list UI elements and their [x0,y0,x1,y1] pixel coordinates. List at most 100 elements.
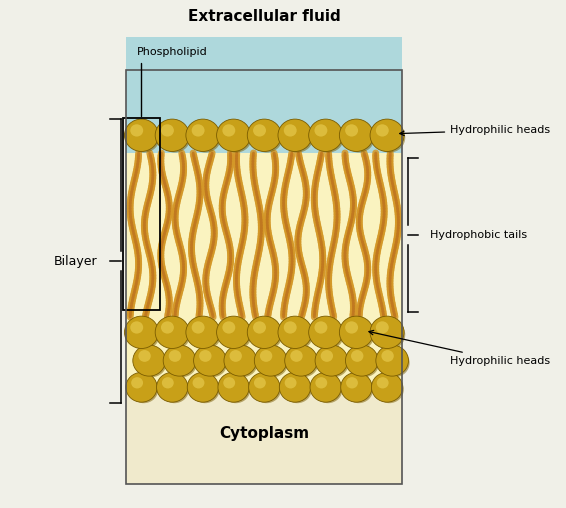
Circle shape [138,350,151,362]
Circle shape [253,322,266,334]
Circle shape [192,322,204,334]
Circle shape [374,123,405,152]
Text: Extracellular fluid: Extracellular fluid [188,9,341,24]
Circle shape [157,372,188,402]
Circle shape [163,345,196,376]
Circle shape [260,350,272,362]
Circle shape [191,376,220,403]
Circle shape [290,350,303,362]
Circle shape [345,345,378,376]
Circle shape [133,345,165,376]
Circle shape [252,376,281,403]
Circle shape [344,123,375,152]
Circle shape [222,322,235,334]
Circle shape [282,320,313,350]
Circle shape [340,119,374,151]
Circle shape [315,345,348,376]
Circle shape [346,377,358,389]
Circle shape [340,316,374,348]
Circle shape [289,348,319,377]
Circle shape [285,377,297,389]
Circle shape [128,123,160,152]
Circle shape [377,377,389,389]
Circle shape [314,376,342,403]
Circle shape [192,124,204,137]
Circle shape [125,119,158,151]
Circle shape [315,322,327,334]
Circle shape [128,320,160,350]
Circle shape [345,322,358,334]
Circle shape [186,316,220,348]
Bar [126,70,402,153]
Circle shape [186,119,220,151]
Bar [126,153,402,383]
Circle shape [247,119,281,151]
Circle shape [282,123,313,152]
Bar [126,37,402,70]
Circle shape [254,377,266,389]
Circle shape [375,376,404,403]
Text: Hydrophilic heads: Hydrophilic heads [400,125,550,136]
Circle shape [192,377,204,389]
Text: Hydrophilic heads: Hydrophilic heads [369,330,550,366]
Text: Bilayer: Bilayer [53,255,97,268]
Circle shape [130,322,143,334]
Circle shape [222,124,235,137]
Circle shape [167,348,197,377]
Circle shape [319,348,349,377]
Circle shape [248,372,280,402]
Text: Cytoplasm: Cytoplasm [219,426,310,441]
Circle shape [155,119,189,151]
Circle shape [190,320,221,350]
Circle shape [159,123,190,152]
Circle shape [376,322,389,334]
Circle shape [278,119,312,151]
Circle shape [199,350,212,362]
Circle shape [251,123,282,152]
Circle shape [131,377,143,389]
Circle shape [130,124,143,137]
Circle shape [229,350,242,362]
Circle shape [258,348,288,377]
Circle shape [169,350,181,362]
Circle shape [371,372,402,402]
Bar [123,118,160,309]
Circle shape [223,377,235,389]
Circle shape [376,345,409,376]
Circle shape [218,372,249,402]
Circle shape [370,119,404,151]
Circle shape [315,377,327,389]
Circle shape [217,119,251,151]
Circle shape [217,316,251,348]
Text: Hydrophobic tails: Hydrophobic tails [430,230,527,240]
Circle shape [155,316,189,348]
Circle shape [247,316,281,348]
Circle shape [351,350,363,362]
Circle shape [345,124,358,137]
Circle shape [160,376,189,403]
Circle shape [284,322,297,334]
Circle shape [251,320,282,350]
Circle shape [130,376,158,403]
Bar [126,70,402,484]
Circle shape [349,348,379,377]
Circle shape [254,345,287,376]
Circle shape [278,316,312,348]
Circle shape [136,348,166,377]
Circle shape [228,348,258,377]
Circle shape [380,348,410,377]
Circle shape [308,119,342,151]
Bar [126,383,402,484]
Circle shape [198,348,228,377]
Circle shape [284,124,297,137]
Circle shape [162,377,174,389]
Text: Phospholipid: Phospholipid [137,47,208,115]
Circle shape [285,345,318,376]
Circle shape [194,345,226,376]
Circle shape [321,350,333,362]
Circle shape [341,372,372,402]
Circle shape [224,345,256,376]
Circle shape [344,320,375,350]
Circle shape [221,320,252,350]
Circle shape [253,124,266,137]
